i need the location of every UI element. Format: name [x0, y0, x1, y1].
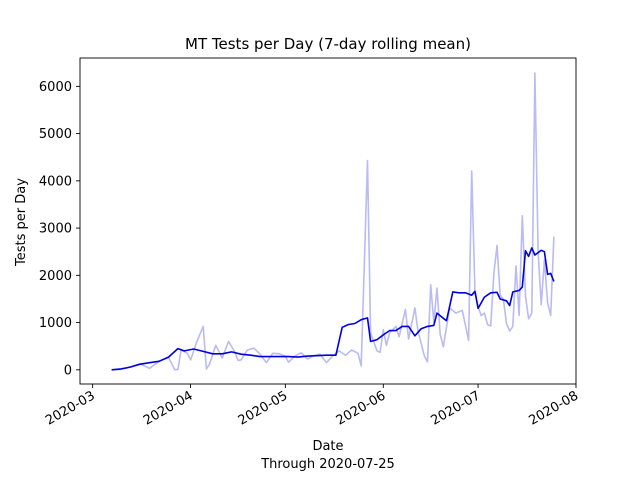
- rolling-mean-line: [111, 247, 555, 371]
- y-axis-label: Tests per Day: [14, 178, 29, 267]
- chart-title: MT Tests per Day (7-day rolling mean): [185, 35, 471, 53]
- y-tick-label: 5000: [39, 127, 72, 142]
- y-tick-label: 6000: [39, 80, 72, 95]
- x-axis-label: Date: [312, 439, 343, 454]
- chart-subtitle: Through 2020-07-25: [260, 457, 395, 472]
- y-tick-label: 4000: [39, 174, 72, 189]
- axes-frame: [79, 57, 577, 385]
- y-axis: 0 1000 2000 3000 4000 5000 6000: [39, 80, 80, 378]
- daily-tests-line: [111, 72, 555, 371]
- y-tick-label: 1000: [39, 316, 72, 331]
- y-tick-label: 3000: [39, 222, 72, 237]
- plot-area: [111, 72, 555, 371]
- y-tick-label: 0: [64, 363, 72, 378]
- y-tick-label: 2000: [39, 269, 72, 284]
